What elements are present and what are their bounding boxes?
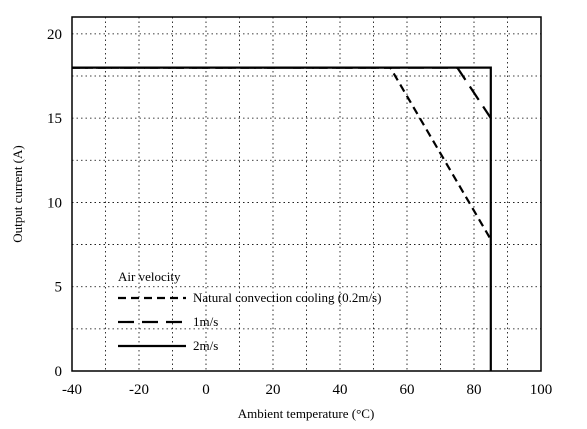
legend-label: 2m/s — [193, 338, 218, 353]
x-tick-label: 0 — [202, 382, 210, 398]
x-tick-label: 100 — [530, 382, 553, 398]
legend-label: Natural convection cooling (0.2m/s) — [193, 290, 381, 305]
y-tick-label: 20 — [47, 27, 62, 43]
legend-label: 1m/s — [193, 314, 218, 329]
series-line — [72, 66, 492, 119]
y-tick-label: 15 — [47, 111, 62, 127]
y-tick-label: 5 — [55, 280, 63, 296]
y-axis-title: Output current (A) — [10, 145, 25, 242]
grid — [72, 17, 541, 371]
x-tick-label: 20 — [266, 382, 281, 398]
y-tick-label: 0 — [55, 364, 63, 380]
x-axis-title: Ambient temperature (°C) — [238, 406, 375, 421]
tick-labels: -40 -20 0 20 40 60 80 100 0 5 10 15 20 — [47, 27, 552, 398]
series-line — [72, 66, 492, 371]
x-tick-label: -20 — [129, 382, 149, 398]
legend: Air velocity Natural convection cooling … — [118, 269, 381, 353]
x-tick-label: 60 — [400, 382, 415, 398]
x-tick-label: 40 — [333, 382, 348, 398]
x-tick-label: 80 — [467, 382, 482, 398]
x-tick-label: -40 — [62, 382, 82, 398]
legend-title: Air velocity — [118, 269, 181, 284]
plot-frame — [71, 16, 542, 372]
y-tick-label: 10 — [47, 195, 62, 211]
series-line — [72, 66, 492, 241]
series-lines — [72, 66, 492, 371]
